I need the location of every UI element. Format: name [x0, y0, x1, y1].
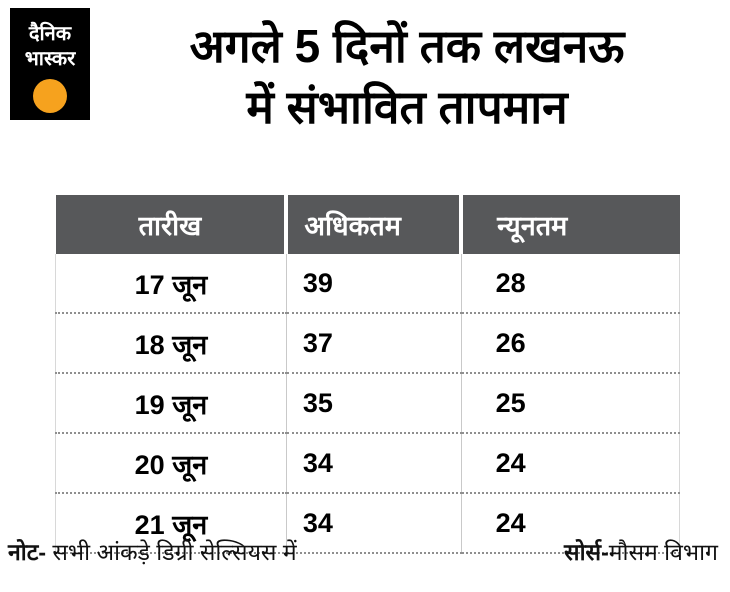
date-cell: 17 जून: [55, 254, 287, 314]
date-cell: 19 जून: [55, 373, 287, 434]
min-temp-cell: 25: [461, 373, 681, 434]
max-temp-cell: 34: [286, 433, 462, 494]
table-row: 20 जून 34 24: [55, 433, 681, 494]
table-row: 17 जून 39 28: [55, 254, 681, 314]
column-header-date: तारीख: [55, 195, 289, 254]
note-text: नोट- सभी आंकड़े डिग्री सेल्सियस में: [8, 539, 297, 565]
date-cell: 20 जून: [55, 433, 287, 494]
headline-line1: अगले 5 दिनों तक लखनऊ: [189, 20, 625, 72]
footer: नोट- सभी आंकड़े डिग्री सेल्सियस में सोर्…: [8, 537, 718, 567]
min-temp-cell: 28: [461, 254, 681, 314]
max-temp-cell: 34: [286, 493, 462, 554]
table-row: 18 जून 37 26: [55, 313, 681, 374]
sun-icon: [33, 79, 67, 113]
min-temp-cell: 26: [461, 313, 681, 374]
table-header-row: तारीख अधिकतम न्यूनतम: [55, 195, 680, 254]
note-label: नोट-: [8, 539, 46, 565]
table-row: 19 जून 35 25: [55, 373, 681, 434]
source-label: सोर्स-: [564, 539, 609, 565]
min-temp-cell: 24: [461, 433, 681, 494]
max-temp-cell: 35: [286, 373, 462, 434]
table-row: 21 जून 34 24: [55, 493, 681, 554]
min-temp-cell: 24: [461, 493, 681, 554]
page-title: अगले 5 दिनों तक लखनऊ में संभावित तापमान: [92, 16, 722, 138]
temperature-table: तारीख अधिकतम न्यूनतम 17 जून 39 28 18 जून…: [55, 195, 681, 554]
column-header-max: अधिकतम: [286, 195, 464, 254]
headline-line2: में संभावित तापमान: [246, 81, 568, 133]
logo-text-line1: दैनिक: [28, 23, 72, 45]
logo-text-line2: भास्कर: [24, 48, 76, 70]
max-temp-cell: 39: [286, 254, 462, 314]
column-header-min: न्यूनतम: [461, 195, 680, 254]
date-cell: 21 जून: [55, 493, 287, 554]
max-temp-cell: 37: [286, 313, 462, 374]
date-cell: 18 जून: [55, 313, 287, 374]
dainik-bhaskar-logo: दैनिक भास्कर: [10, 8, 90, 120]
source-text: सोर्स-मौसम विभाग: [564, 539, 718, 565]
